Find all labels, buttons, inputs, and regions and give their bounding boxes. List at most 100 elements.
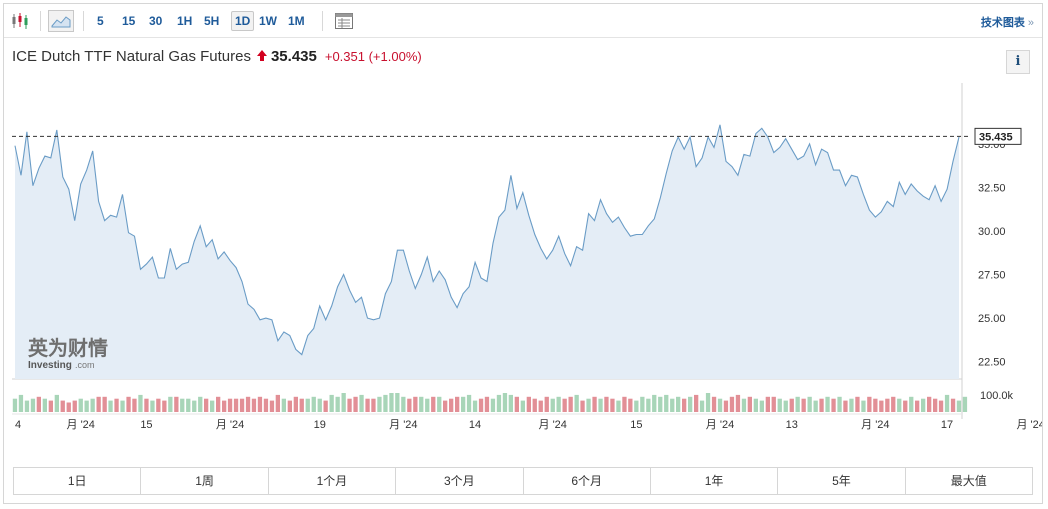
interval-button-1w[interactable]: 1W [259,14,277,28]
volume-bar [455,396,460,412]
volume-bar [90,398,95,412]
x-tick-label: 15 [630,419,642,431]
volume-bar [377,396,382,412]
area-chart-icon[interactable] [48,10,74,32]
volume-bar [646,398,651,412]
volume-bar [705,393,711,412]
interval-button-5h[interactable]: 5H [204,14,220,28]
interval-button-15[interactable]: 15 [122,14,136,28]
volume-bar [353,396,358,412]
watermark-brand-en: Investing [28,360,72,371]
volume-bar [478,398,484,412]
volume-bar [144,398,149,412]
volume-bar [401,396,406,412]
table-view-icon[interactable] [332,10,356,32]
y-tick-label: 30.00 [978,226,1006,238]
volume-bar [819,398,824,412]
interval-button-30[interactable]: 30 [149,14,163,28]
range-button-3[interactable]: 3个月 [396,468,524,494]
volume-bar [275,394,280,412]
y-tick-label: 27.50 [978,270,1006,282]
y-tick-label: 32.50 [978,182,1006,194]
volume-bar [347,398,352,412]
volume-bar [658,396,663,412]
volume-bar [132,398,137,412]
range-button-4[interactable]: 6个月 [524,468,651,494]
range-button-1[interactable]: 1周 [141,468,269,494]
volume-bar [293,396,298,412]
volume-bar [879,400,884,412]
volume-bar [909,396,914,412]
volume-bar [962,396,968,412]
volume-bar [616,400,621,412]
range-button-5[interactable]: 1年 [651,468,779,494]
volume-bar [944,394,950,412]
volume-bar [640,396,645,412]
range-button-2[interactable]: 1个月 [269,468,397,494]
volume-bar [60,400,65,412]
volume-bar [371,398,376,412]
volume-bar [903,400,908,412]
volume-bar [938,400,944,412]
volume-bar [198,396,203,412]
toolbar-divider [40,11,41,31]
volume-bar [156,398,161,412]
instrument-title: ICE Dutch TTF Natural Gas Futures [12,48,251,65]
interval-button-1h[interactable]: 1H [177,14,193,28]
interval-button-1d[interactable]: 1D [231,11,255,31]
instrument-header: ICE Dutch TTF Natural Gas Futures 35.435… [12,48,422,65]
volume-bar [950,398,956,412]
volume-bar [449,398,454,412]
volume-bar [544,396,549,412]
range-button-6[interactable]: 5年 [778,468,906,494]
volume-bar [699,400,705,412]
volume-bar [885,398,890,412]
volume-bar [580,400,585,412]
info-button[interactable]: i [1006,50,1030,74]
volume-bar [741,398,747,412]
technical-chart-link[interactable]: 技术图表» [981,14,1034,30]
last-price-label: 35.435 [979,131,1013,143]
volume-bar [652,394,657,412]
last-price: 35.435 [270,48,317,65]
volume-bar [413,396,418,412]
y-tick-label: 22.50 [978,357,1006,369]
volume-bar [634,400,639,412]
volume-bar [287,400,292,412]
volume-bar [425,398,430,412]
volume-bar [180,398,185,412]
volume-bar [711,396,717,412]
volume-bar [574,394,579,412]
volume-bar [108,400,113,412]
volume-bar [933,398,938,412]
x-tick-label: 4 [15,419,21,431]
volume-bar [269,400,275,412]
interval-button-1m[interactable]: 1M [288,14,305,28]
volume-bar [759,400,764,412]
volume-bar [747,396,752,412]
volume-bar [550,398,555,412]
volume-bar [927,396,932,412]
volume-bar [891,396,896,412]
volume-bar [54,394,59,412]
volume-bar [210,400,215,412]
volume-bar [204,398,209,412]
volume-bar [490,398,496,412]
x-tick-label: 19 [314,419,326,431]
volume-bar [568,396,573,412]
x-tick-label: 月 '24 [216,419,244,431]
volume-bar [688,396,693,412]
volume-bar [622,396,627,412]
toolbar-divider [83,11,84,31]
volume-bar [174,396,179,412]
technical-chart-label[interactable]: 技术图表 [980,17,1025,29]
chart-toolbar: 5 15 30 1H 5H 1D 1W 1M 技术图表» [4,4,1042,38]
range-button-7[interactable]: 最大值 [950,474,987,488]
volume-bar [915,400,920,412]
candlestick-chart-icon[interactable] [10,10,32,32]
range-button-0[interactable]: 1日 [14,468,142,494]
interval-button-5[interactable]: 5 [97,14,104,28]
volume-bar [12,398,18,412]
volume-bar [18,394,24,412]
volume-bar [753,398,758,412]
